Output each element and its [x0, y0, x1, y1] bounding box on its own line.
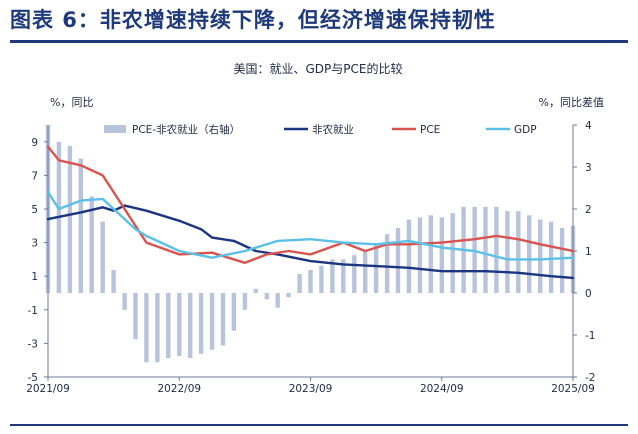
- bar: [286, 293, 291, 298]
- bar: [155, 293, 160, 363]
- bar: [417, 217, 423, 293]
- legend-label: PCE-非农就业（右轴）: [132, 123, 240, 136]
- bar: [89, 196, 94, 293]
- right-tick-label: 2: [585, 204, 592, 216]
- right-tick-label: 4: [585, 120, 592, 132]
- bar: [144, 293, 149, 363]
- bar: [363, 251, 368, 293]
- bar: [242, 293, 248, 310]
- left-tick-label: -5: [28, 372, 38, 384]
- series-line-GDP: [46, 190, 575, 261]
- right-axis-label: %，同比差值: [539, 95, 604, 109]
- left-tick-label: 5: [31, 204, 38, 216]
- left-tick-label: -1: [28, 305, 38, 317]
- x-tick-label: 2022/09: [157, 383, 201, 395]
- bar: [133, 293, 138, 340]
- x-tick-label: 2024/09: [420, 383, 464, 395]
- left-tick-label: 1: [31, 271, 38, 283]
- bar: [308, 269, 313, 293]
- bar: [264, 293, 269, 300]
- bottom-divider: [10, 424, 628, 426]
- bar: [297, 274, 302, 293]
- legend-label: PCE: [420, 124, 440, 136]
- legend-label: GDP: [514, 124, 537, 136]
- bar: [494, 206, 499, 293]
- bar: [177, 293, 182, 356]
- bar: [373, 244, 379, 293]
- bar: [188, 293, 193, 359]
- bar: [67, 146, 73, 293]
- bar: [198, 293, 204, 354]
- bar: [231, 293, 237, 331]
- bar: [428, 215, 433, 293]
- right-tick-label: -1: [585, 330, 595, 342]
- bar: [483, 206, 488, 293]
- bar: [166, 293, 171, 359]
- bar: [111, 269, 116, 293]
- bar: [406, 219, 412, 293]
- right-tick-label: 0: [585, 288, 592, 300]
- bar: [319, 265, 324, 293]
- bar: [559, 227, 565, 293]
- left-tick-label: 3: [31, 238, 38, 250]
- legend-label: 非农就业: [312, 123, 354, 136]
- bar: [209, 293, 215, 350]
- bar: [330, 259, 335, 293]
- bar: [439, 217, 444, 293]
- x-tick-label: 2023/09: [289, 383, 333, 395]
- x-tick-label: 2025/09: [551, 383, 595, 395]
- title-divider: [10, 40, 628, 43]
- figure-title: 图表 6：非农增速持续下降，但经济增速保持韧性: [10, 8, 496, 32]
- left-tick-label: -3: [28, 338, 38, 350]
- series-line-非农就业: [46, 204, 575, 280]
- bar: [516, 211, 521, 293]
- bar: [527, 215, 532, 293]
- bar: [548, 221, 554, 293]
- series-line-PCE: [46, 145, 575, 264]
- bar: [450, 213, 455, 293]
- bar: [384, 234, 390, 293]
- bar: [505, 211, 510, 293]
- bar: [352, 255, 357, 293]
- bar: [78, 158, 83, 293]
- chart-title: 美国：就业、GDP与PCE的比较: [234, 61, 403, 76]
- bar: [100, 221, 105, 293]
- right-tick-label: 3: [585, 162, 592, 174]
- legend-swatch: [104, 125, 126, 133]
- left-axis-label: %，同比: [50, 96, 93, 109]
- bar: [253, 288, 258, 293]
- bar: [122, 293, 127, 310]
- bar: [341, 259, 346, 293]
- bar: [220, 293, 226, 346]
- bar: [275, 293, 280, 308]
- right-tick-label: -2: [585, 372, 595, 384]
- left-tick-label: 9: [31, 137, 38, 149]
- bar: [538, 219, 543, 293]
- left-tick-label: 7: [31, 170, 38, 182]
- right-tick-label: 1: [585, 246, 592, 258]
- x-tick-label: 2021/09: [26, 383, 70, 395]
- bar: [395, 227, 401, 293]
